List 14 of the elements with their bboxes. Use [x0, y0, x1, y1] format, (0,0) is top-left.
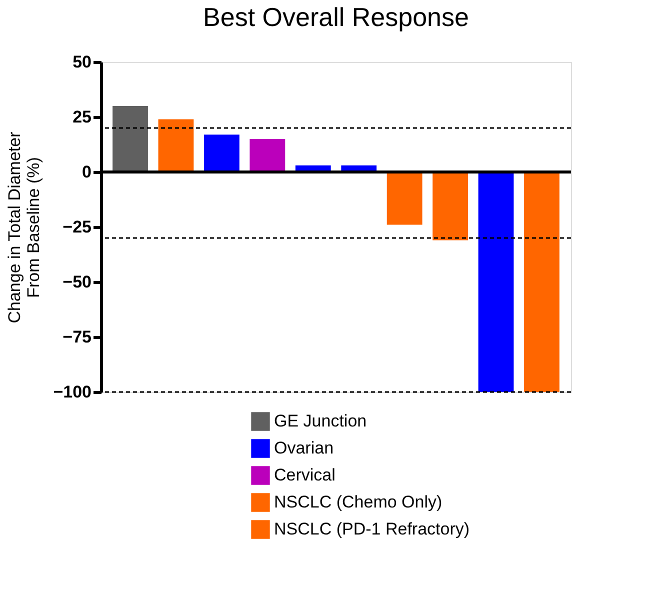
y-tick-label: 50 — [72, 52, 92, 72]
y-axis-title: Change in Total Diameter From Baseline (%) — [5, 131, 44, 324]
y-tick-label: −50 — [62, 272, 92, 292]
y-tick-label: 25 — [72, 108, 92, 126]
chart-title: Best Overall Response — [203, 2, 469, 32]
legend-label: Cervical — [274, 466, 336, 484]
legend-label: GE Junction — [274, 412, 367, 430]
y-tick-label: 0 — [82, 162, 92, 182]
y-tick-label: −75 — [62, 328, 92, 346]
y-tick-label: −100 — [53, 382, 92, 402]
y-tick-label: −25 — [62, 218, 92, 236]
legend-label: NSCLC (PD-1 Refractory) — [274, 520, 470, 538]
legend-label: NSCLC (Chemo Only) — [274, 492, 442, 512]
legend-label: Ovarian — [274, 438, 334, 458]
